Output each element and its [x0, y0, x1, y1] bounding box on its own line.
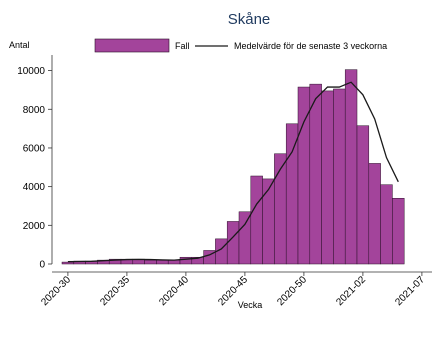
- legend-swatch-fall: [94, 38, 170, 53]
- y-axis: 0 2000 4000 6000 8000 10000: [17, 55, 53, 271]
- x-tick-label-2021-07: 2021-07: [393, 274, 427, 308]
- bar-2020-49: [285, 123, 299, 265]
- bar-2021-03: [368, 163, 381, 265]
- y-tick-label-6000: 6000: [23, 143, 46, 154]
- bar-2021-01: [344, 69, 358, 265]
- y-tick-label-4000: 4000: [23, 182, 46, 193]
- legend-label-average: Medelvärde för de senaste 3 veckorna: [234, 41, 387, 51]
- bar-2020-38: [156, 259, 169, 265]
- bar-2020-37: [144, 259, 157, 265]
- x-axis: 2020-30 2020-35 2020-40 2020-45 2020-50 2021-…: [39, 271, 432, 308]
- y-tick-label-0: 0: [39, 260, 45, 271]
- y-tick-label-8000: 8000: [23, 105, 46, 116]
- bar-2020-47: [262, 178, 275, 265]
- bar-series: [61, 69, 405, 265]
- bar-2021-04: [380, 184, 393, 265]
- x-tick-label-2021-02: 2021-02: [334, 274, 368, 308]
- legend-label-fall: Fall: [175, 41, 190, 51]
- bar-2020-44: [226, 221, 240, 265]
- bar-2020-51: [309, 83, 322, 265]
- x-tick-label-2020-50: 2020-50: [275, 274, 309, 308]
- x-tick-label-2020-35: 2020-35: [98, 274, 132, 308]
- x-tick-label-2020-40: 2020-40: [157, 274, 191, 308]
- bar-2021-05: [392, 198, 405, 265]
- legend: Fall Medelvärde för de senaste 3 veckorn…: [94, 38, 387, 53]
- y-tick-label-10000: 10000: [17, 66, 45, 77]
- average-line: [67, 81, 399, 263]
- bar-2020-30: [61, 261, 75, 265]
- bar-2020-53: [333, 88, 346, 265]
- bar-2020-52: [321, 90, 334, 265]
- y-tick-label-2000: 2000: [23, 221, 46, 232]
- bar-2020-45: [238, 211, 252, 265]
- chart-title: Skåne: [228, 11, 271, 28]
- y-axis-label: Antal: [9, 40, 30, 50]
- x-tick-label-2020-30: 2020-30: [39, 274, 73, 308]
- bar-2021-02: [356, 125, 370, 265]
- bar-2020-46: [250, 175, 263, 265]
- x-axis-label: Vecka: [238, 300, 263, 310]
